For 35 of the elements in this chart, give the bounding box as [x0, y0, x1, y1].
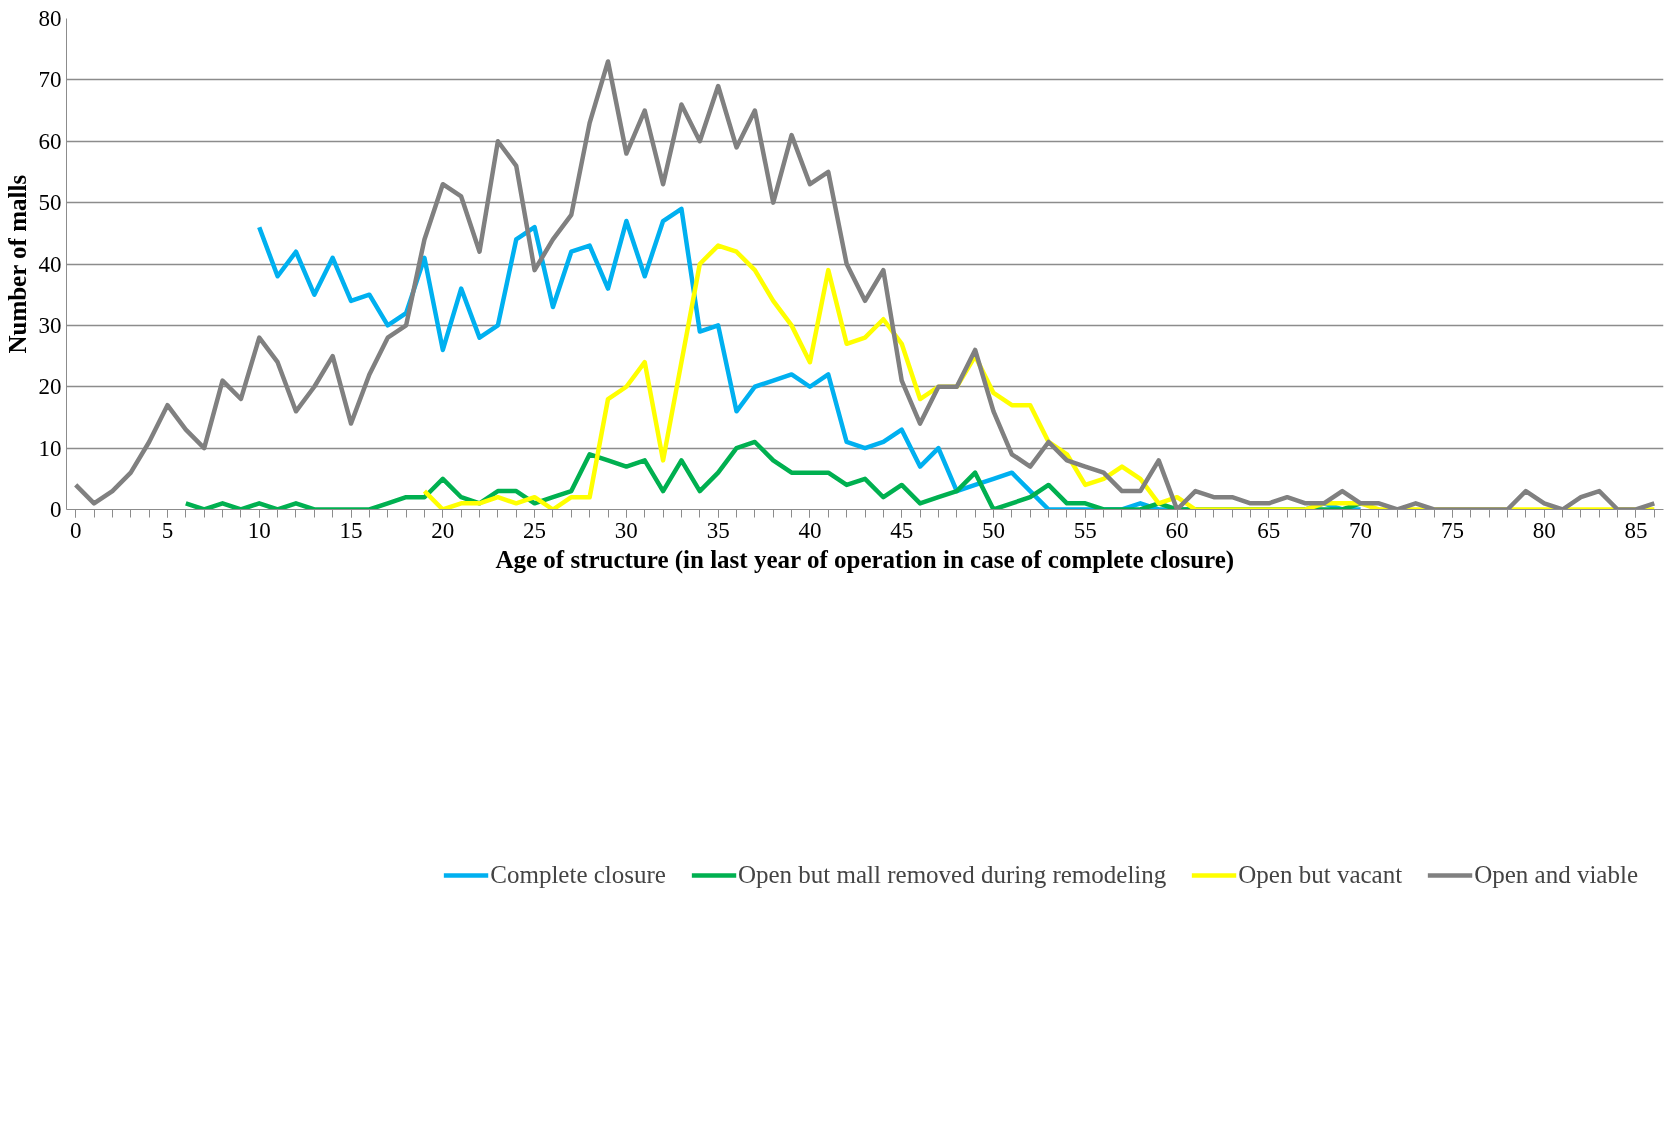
x-tick-label: 35 [706, 517, 730, 543]
x-tick-label: 80 [1532, 517, 1556, 543]
x-tick-label: 75 [1440, 517, 1464, 543]
y-tick-label: 30 [38, 312, 62, 338]
y-tick-label: 60 [38, 128, 62, 154]
y-tick-label: 50 [38, 190, 62, 216]
x-tick-label: 0 [69, 517, 82, 543]
y-tick-label: 0 [50, 497, 62, 522]
x-tick-label: 65 [1257, 517, 1281, 543]
y-axis-title: Number of malls [3, 174, 31, 354]
x-tick-label: 5 [161, 517, 174, 543]
y-tick-label: 10 [38, 435, 62, 461]
x-tick-label: 85 [1624, 517, 1648, 543]
y-tick-label: 70 [38, 67, 62, 93]
x-tick-label: 40 [798, 517, 822, 543]
legend-label: Open but mall removed during remodeling [737, 861, 1167, 889]
x-tick-label: 10 [247, 517, 271, 543]
legend-label: Complete closure [490, 861, 666, 889]
x-tick-label: 15 [339, 517, 363, 543]
x-tick-label: 30 [614, 517, 638, 543]
x-axis-title: Age of structure (in last year of operation in case of complete closure) [495, 545, 1235, 574]
x-tick-label: 70 [1349, 517, 1373, 543]
x-tick-label: 60 [1165, 517, 1189, 543]
x-tick-label: 20 [431, 517, 455, 543]
x-tick-label: 55 [1073, 517, 1097, 543]
x-tick-label: 25 [523, 517, 547, 543]
line-series [422, 243, 1657, 510]
legend-label: Open but vacant [1238, 861, 1403, 889]
y-tick-label: 40 [38, 251, 62, 277]
line-series [256, 206, 1363, 510]
legend-label: Open and viable [1474, 861, 1638, 889]
y-tick-label: 20 [38, 374, 62, 400]
x-tick-label: 50 [981, 517, 1005, 543]
x-tick-label: 45 [890, 517, 914, 543]
y-tick-label: 80 [38, 6, 62, 31]
